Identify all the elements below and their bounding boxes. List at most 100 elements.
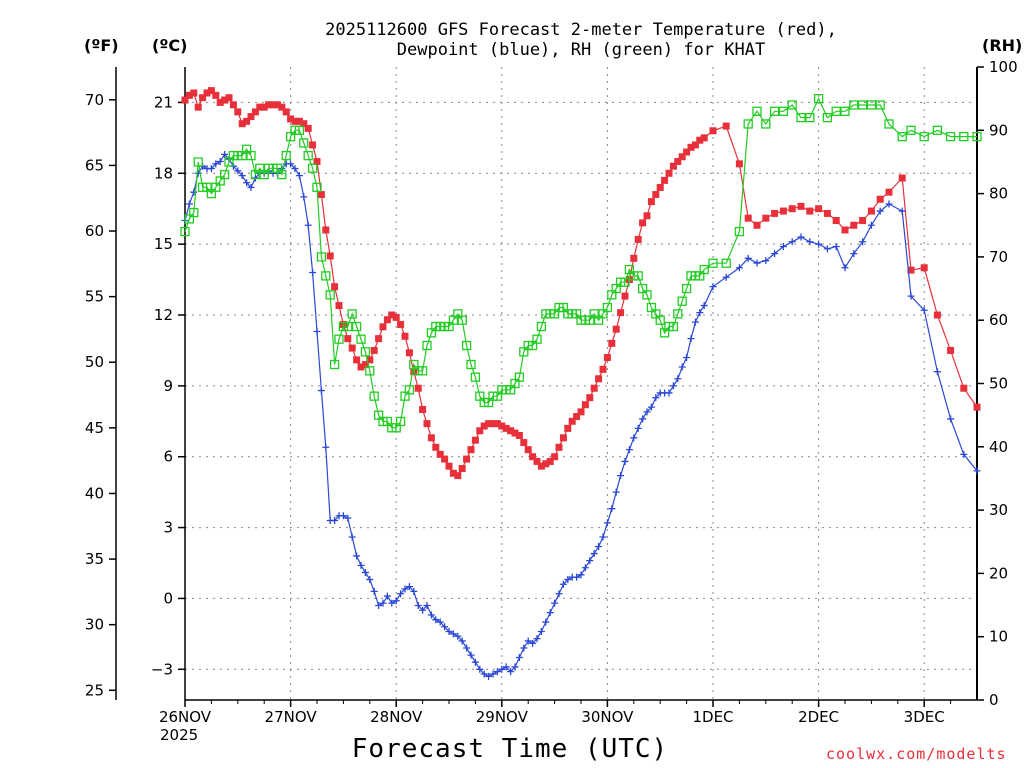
data-point [457, 315, 467, 325]
fahrenheit-tick-label: 45 [85, 419, 104, 437]
data-point [347, 309, 357, 319]
data-point [493, 668, 501, 676]
data-point [920, 306, 928, 314]
data-point [291, 117, 299, 125]
data-point [681, 283, 692, 294]
data-point [414, 384, 422, 392]
data-point [190, 89, 198, 97]
rh-tick-label: 40 [989, 438, 1008, 456]
rh-tick-label: 90 [989, 121, 1008, 139]
data-point [972, 131, 982, 142]
data-point [859, 238, 867, 246]
data-point [537, 462, 545, 470]
data-point [203, 89, 211, 97]
fahrenheit-unit-label: (ºF) [84, 36, 119, 55]
data-point [502, 663, 510, 671]
fahrenheit-tick-label: 25 [85, 681, 104, 699]
data-point [823, 245, 831, 253]
data-point [673, 309, 683, 319]
data-point [603, 519, 611, 527]
data-point [536, 321, 547, 332]
data-point [229, 101, 237, 109]
data-point [392, 597, 400, 605]
data-point [859, 217, 867, 225]
data-point [744, 254, 752, 262]
data-point [634, 424, 642, 432]
data-point [849, 100, 859, 110]
data-point [436, 450, 444, 458]
data-point [282, 108, 290, 116]
celsius-tick-label: 18 [154, 164, 173, 182]
data-point [778, 106, 789, 116]
data-point [287, 160, 295, 168]
data-point [225, 94, 233, 102]
data-point [507, 668, 515, 676]
data-point [599, 365, 607, 373]
chart-title-line-2: Dewpoint (blue), RH (green) for KHAT [396, 40, 766, 60]
data-point [537, 628, 545, 636]
fahrenheit-tick-label: 70 [85, 91, 104, 109]
data-point [621, 292, 629, 300]
data-point [529, 453, 537, 461]
rh-tick-label: 30 [989, 501, 1008, 519]
data-point [840, 106, 850, 116]
data-point [722, 122, 730, 130]
data-point [238, 120, 246, 128]
source-credit: coolwx.com/modelts [826, 745, 1007, 763]
rh-unit-label: (RH) [982, 36, 1023, 55]
data-point [436, 618, 444, 626]
data-point [691, 318, 699, 326]
data-point [181, 96, 189, 104]
data-point [960, 450, 968, 458]
data-point [331, 516, 339, 524]
data-point [405, 349, 413, 357]
data-point [867, 207, 875, 215]
x-tick-label: 27NOV [265, 708, 318, 726]
data-point [617, 472, 625, 480]
data-point [397, 320, 405, 328]
data-point [857, 100, 868, 110]
data-point [850, 250, 858, 258]
data-point [599, 533, 607, 541]
data-point [321, 271, 331, 281]
data-point [885, 188, 893, 196]
data-point [696, 309, 704, 317]
data-point [247, 183, 255, 191]
data-point [461, 340, 472, 351]
data-point [762, 214, 770, 222]
data-point [555, 590, 563, 598]
data-point [365, 366, 375, 376]
data-point [945, 131, 956, 142]
data-point [771, 250, 779, 258]
data-point [216, 98, 224, 106]
data-point [806, 207, 814, 215]
data-point [325, 290, 335, 300]
celsius-tick-label: 15 [154, 235, 173, 253]
data-point [699, 264, 709, 275]
data-point [256, 103, 264, 111]
data-point [823, 209, 831, 217]
data-point [652, 191, 660, 199]
data-point [383, 316, 391, 324]
data-point [771, 209, 779, 217]
data-point [471, 658, 479, 666]
data-point [269, 101, 277, 109]
celsius-tick-label: 0 [163, 589, 173, 607]
data-point [884, 119, 894, 129]
data-point [586, 394, 594, 402]
data-point [787, 100, 797, 110]
data-point [608, 339, 616, 347]
data-point [449, 469, 457, 477]
data-point [334, 334, 344, 344]
data-point [933, 311, 941, 319]
data-point [366, 576, 374, 584]
data-point [212, 91, 220, 99]
data-point [876, 195, 884, 203]
data-point [581, 401, 589, 409]
fahrenheit-tick-label: 35 [85, 550, 104, 568]
data-point [260, 103, 268, 111]
data-point [507, 427, 515, 435]
rh-tick-label: 60 [989, 311, 1008, 329]
data-point [221, 96, 229, 104]
data-point [454, 472, 462, 480]
